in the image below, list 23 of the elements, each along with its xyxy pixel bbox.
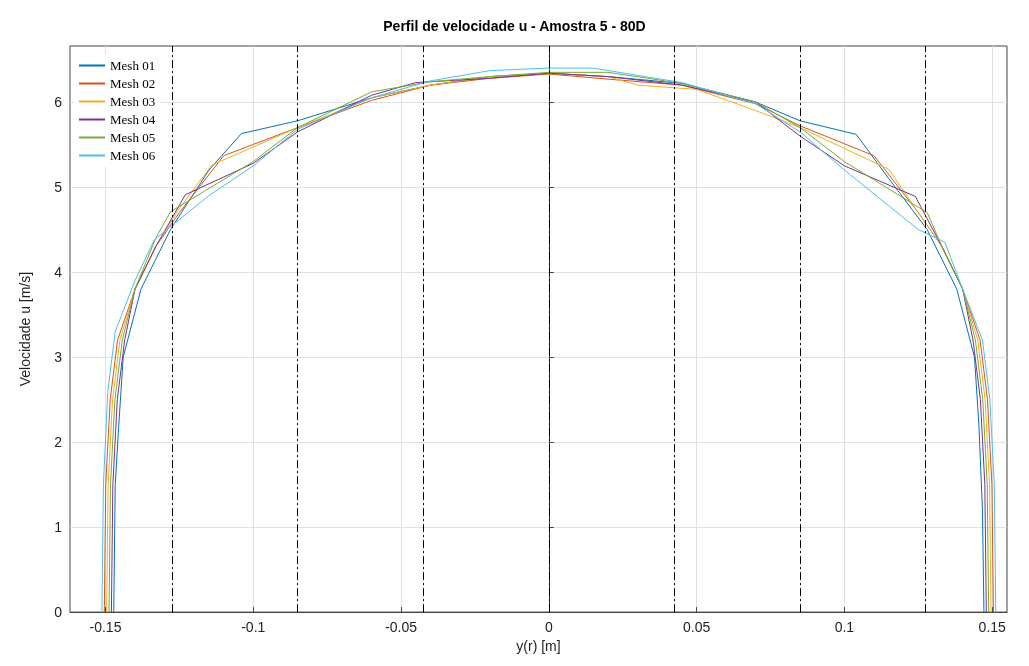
y-tick-label: 3 <box>54 349 63 366</box>
y-tick-label: 2 <box>54 434 63 451</box>
y-axis-title: Velocidade u [m/s] <box>17 271 33 387</box>
x-axis-title: y(r) [m] <box>516 638 561 654</box>
legend-label: Mesh 05 <box>110 130 156 145</box>
y-tick-label: 1 <box>54 519 63 536</box>
x-tick-label: 0 <box>544 619 553 636</box>
x-tick-label: 0.1 <box>834 619 855 636</box>
x-tick-label: -0.15 <box>89 619 122 636</box>
x-tick-label: -0.1 <box>241 619 266 636</box>
legend-label: Mesh 01 <box>110 58 156 73</box>
y-tick-label: 6 <box>54 94 63 111</box>
legend-label: Mesh 03 <box>110 94 156 109</box>
x-tick-label: 0.05 <box>683 619 711 636</box>
y-tick-label: 5 <box>54 179 63 196</box>
x-tick-label: 0.15 <box>978 619 1007 636</box>
y-tick-label: 4 <box>54 264 63 281</box>
legend-label: Mesh 04 <box>110 112 156 127</box>
legend-label: Mesh 06 <box>110 148 156 163</box>
legend-label: Mesh 02 <box>110 76 156 91</box>
chart-title: Perfil de velocidade u - Amostra 5 - 80D <box>383 18 646 34</box>
x-tick-label: -0.05 <box>385 619 418 636</box>
y-tick-label: 0 <box>54 604 63 621</box>
